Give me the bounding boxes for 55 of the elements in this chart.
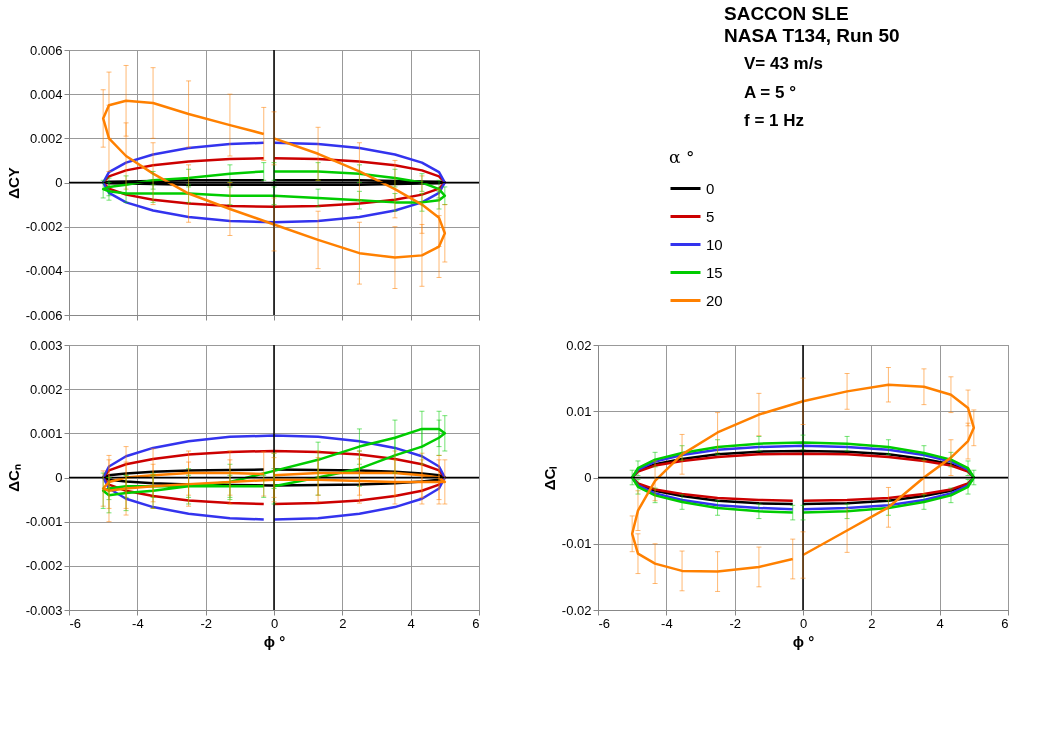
y-tick-label: 0.004 <box>29 86 63 102</box>
x-tick-label: 4 <box>936 615 944 631</box>
x-tick-label: 2 <box>339 615 347 631</box>
line-series <box>101 471 447 492</box>
y-tick-label: 0.002 <box>29 130 63 146</box>
y-tick-label: -0.006 <box>25 307 63 323</box>
line-series <box>101 170 447 204</box>
line-series <box>101 99 447 259</box>
line-series <box>101 434 447 521</box>
legend-label: 15 <box>706 263 723 281</box>
x-tick-label: 0 <box>799 615 808 631</box>
x-tick-label: -4 <box>132 615 144 631</box>
legend-label: 5 <box>706 207 715 225</box>
text: f = 1 Hz <box>744 110 804 130</box>
legend-title: α ° <box>669 147 695 167</box>
text: A = 5 ° <box>744 82 797 102</box>
x-tick-label: -6 <box>598 615 611 631</box>
y-tick-label: -0.02 <box>561 602 592 618</box>
line-series <box>101 141 447 224</box>
y-tick-label: -0.01 <box>561 536 592 552</box>
y-tick-label: 0.003 <box>29 337 63 353</box>
x-axis-title: ϕ ° <box>263 632 286 650</box>
y-tick-label: -0.002 <box>25 558 63 574</box>
x-tick-label: 0 <box>270 615 279 631</box>
x-tick-label: -2 <box>729 615 741 631</box>
text: V= 43 m/s <box>744 54 823 74</box>
x-axis-title: ϕ ° <box>792 632 815 650</box>
legend-label: 0 <box>706 179 715 197</box>
legend-label: 10 <box>706 235 723 253</box>
legend-label: 20 <box>706 291 723 309</box>
x-tick-label: 4 <box>407 615 415 631</box>
y-tick-label: 0.01 <box>566 403 592 419</box>
y-tick-label: -0.003 <box>25 602 63 618</box>
line-series <box>630 383 976 573</box>
x-tick-label: -2 <box>200 615 212 631</box>
text: NASA T134, Run 50 <box>724 25 900 46</box>
y-axis-title: ΔCₗ <box>540 465 558 491</box>
x-tick-label: -4 <box>661 615 673 631</box>
x-tick-label: 2 <box>868 615 876 631</box>
y-tick-label: 0.002 <box>29 381 63 397</box>
text: SACCON SLE <box>724 3 849 24</box>
x-tick-label: 6 <box>472 615 480 631</box>
y-axis-title: ΔCₙ <box>4 464 22 492</box>
y-tick-label: 0 <box>584 470 592 485</box>
x-tick-label: -6 <box>69 615 82 631</box>
y-tick-label: 0.02 <box>566 337 592 353</box>
x-tick-label: 6 <box>1001 615 1009 631</box>
y-tick-label: -0.004 <box>25 263 63 279</box>
y-tick-label: 0 <box>55 175 63 190</box>
y-tick-label: -0.001 <box>25 514 63 530</box>
y-tick-label: 0.006 <box>29 42 63 58</box>
y-tick-label: 0.001 <box>29 425 63 441</box>
y-tick-label: 0 <box>55 470 63 485</box>
y-tick-label: -0.002 <box>25 219 63 235</box>
y-axis-title: ΔCY <box>4 167 22 199</box>
